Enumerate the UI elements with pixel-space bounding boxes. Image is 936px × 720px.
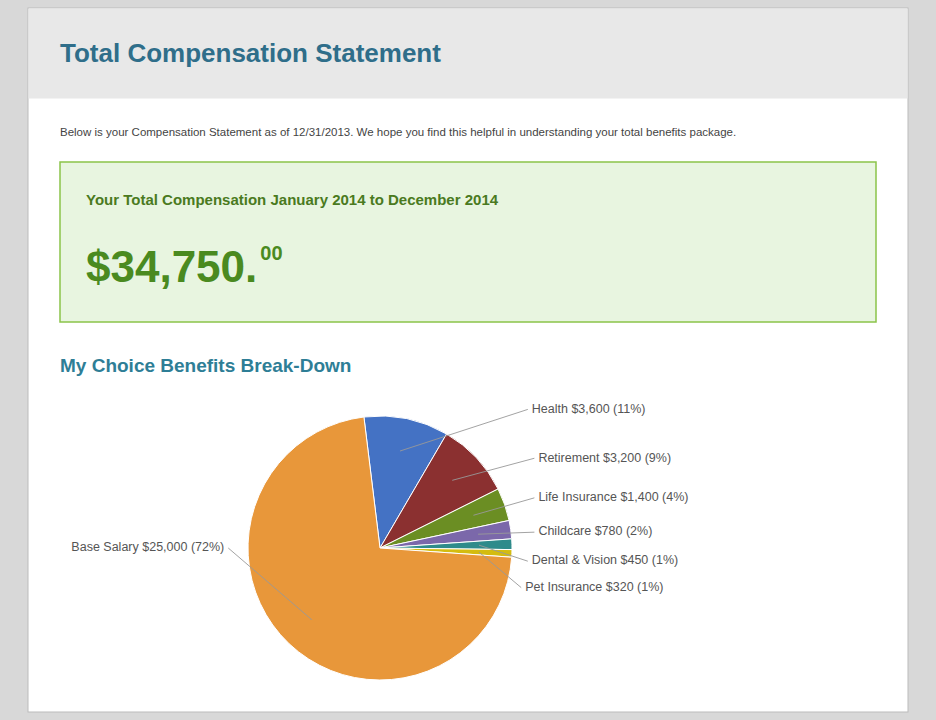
header-band [29,9,908,99]
slice-label: Base Salary $25,000 (72%) [71,540,224,554]
total-amount: $34,750. [86,242,257,291]
slice-label: Health $3,600 (11%) [532,402,646,416]
leader-line [473,498,534,515]
slice-label: Life Insurance $1,400 (4%) [538,490,688,504]
leader-line [479,552,521,588]
total-box-title: Your Total Compensation January 2014 to … [86,191,499,208]
pie-labels: Health $3,600 (11%) Retirement $3,200 (9%… [71,402,688,620]
chart-root: Total Compensation Statement Below is you… [0,0,936,720]
slice-label: Childcare $780 (2%) [538,524,652,538]
leader-line [228,548,312,620]
slice-label: Pet Insurance $320 (1%) [525,580,663,594]
leader-line [452,458,534,480]
section-title: My Choice Benefits Break-Down [60,355,351,376]
leader-line [478,532,534,534]
pie-slice [248,417,512,680]
total-box [60,162,876,322]
subtitle: Below is your Compensation Statement as … [60,126,736,138]
card [28,8,908,712]
slice-label: Dental & Vision $450 (1%) [532,553,678,567]
title: Total Compensation Statement [60,38,441,68]
total-amount-cents: 00 [260,242,282,264]
slice-label: Retirement $3,200 (9%) [538,451,671,465]
leader-line [400,409,528,451]
pie [248,416,512,680]
